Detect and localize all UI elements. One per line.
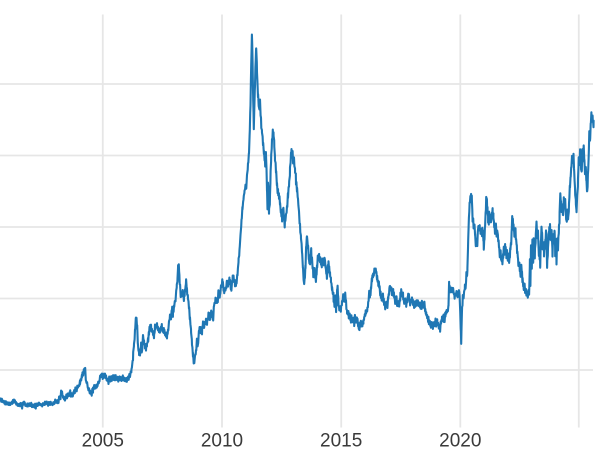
svg-text:2020: 2020 — [439, 431, 481, 450]
svg-text:2005: 2005 — [82, 431, 124, 450]
svg-text:2015: 2015 — [320, 431, 362, 450]
svg-text:2010: 2010 — [201, 431, 243, 450]
